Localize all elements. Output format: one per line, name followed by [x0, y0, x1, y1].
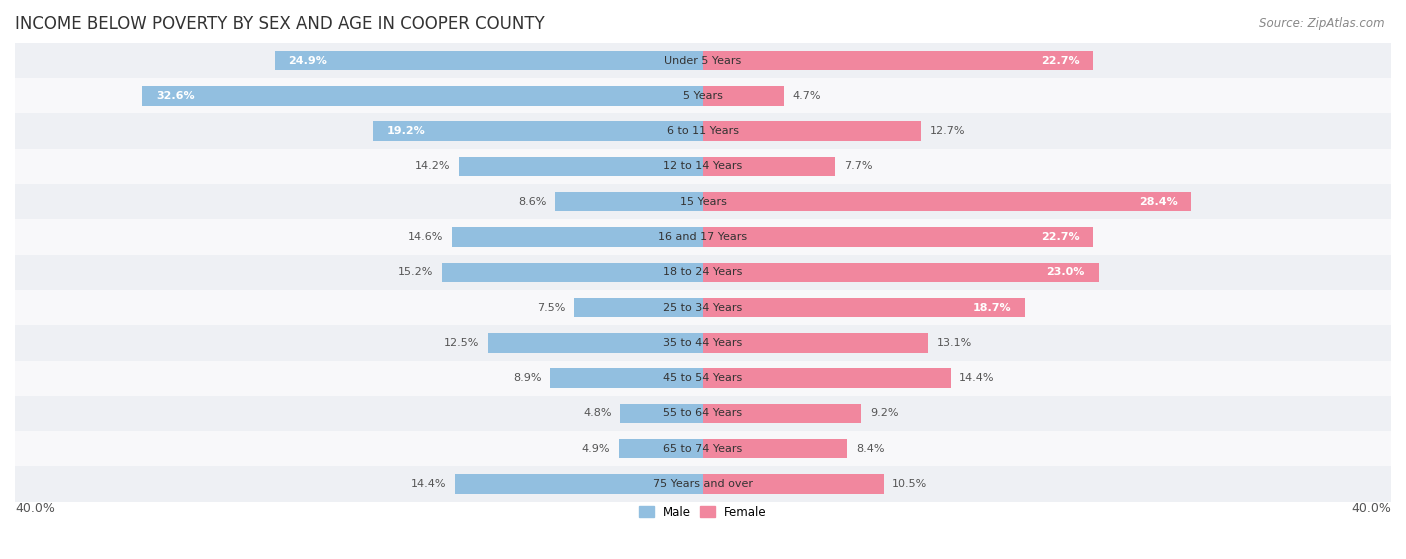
Bar: [703, 228, 1094, 247]
Bar: [703, 439, 848, 458]
Text: 35 to 44 Years: 35 to 44 Years: [664, 338, 742, 348]
Text: 6 to 11 Years: 6 to 11 Years: [666, 126, 740, 136]
Text: 14.4%: 14.4%: [411, 479, 447, 489]
Text: 75 Years and over: 75 Years and over: [652, 479, 754, 489]
Bar: [15, 466, 1391, 502]
Text: 4.8%: 4.8%: [583, 409, 612, 419]
Text: 32.6%: 32.6%: [156, 91, 194, 101]
Text: 7.7%: 7.7%: [844, 162, 873, 172]
Text: 23.0%: 23.0%: [1046, 267, 1085, 277]
Text: 12 to 14 Years: 12 to 14 Years: [664, 162, 742, 172]
Bar: [703, 404, 862, 423]
Text: 4.7%: 4.7%: [793, 91, 821, 101]
Bar: [142, 86, 703, 106]
Bar: [703, 51, 1094, 70]
Text: 8.6%: 8.6%: [517, 197, 547, 207]
Bar: [620, 404, 703, 423]
Text: 22.7%: 22.7%: [1040, 55, 1080, 65]
Bar: [15, 396, 1391, 431]
Bar: [703, 298, 1025, 318]
Text: 8.9%: 8.9%: [513, 373, 541, 383]
Text: 14.6%: 14.6%: [408, 232, 443, 242]
Text: 4.9%: 4.9%: [582, 444, 610, 454]
Bar: [15, 219, 1391, 255]
Text: 18 to 24 Years: 18 to 24 Years: [664, 267, 742, 277]
Bar: [373, 121, 703, 141]
Bar: [15, 325, 1391, 361]
Bar: [15, 78, 1391, 113]
Text: 5 Years: 5 Years: [683, 91, 723, 101]
Bar: [451, 228, 703, 247]
Bar: [703, 121, 921, 141]
Bar: [619, 439, 703, 458]
Text: 25 to 34 Years: 25 to 34 Years: [664, 302, 742, 312]
Text: 19.2%: 19.2%: [387, 126, 425, 136]
Bar: [274, 51, 703, 70]
Text: 65 to 74 Years: 65 to 74 Years: [664, 444, 742, 454]
Bar: [15, 113, 1391, 149]
Text: 40.0%: 40.0%: [1351, 502, 1391, 515]
Bar: [574, 298, 703, 318]
Bar: [703, 333, 928, 353]
Text: 14.2%: 14.2%: [415, 162, 450, 172]
Text: 18.7%: 18.7%: [973, 302, 1011, 312]
Text: 12.7%: 12.7%: [929, 126, 966, 136]
Text: 45 to 54 Years: 45 to 54 Years: [664, 373, 742, 383]
Text: 22.7%: 22.7%: [1040, 232, 1080, 242]
Text: 40.0%: 40.0%: [15, 502, 55, 515]
Text: 16 and 17 Years: 16 and 17 Years: [658, 232, 748, 242]
Bar: [15, 431, 1391, 466]
Text: 28.4%: 28.4%: [1139, 197, 1178, 207]
Bar: [15, 290, 1391, 325]
Bar: [441, 263, 703, 282]
Text: 24.9%: 24.9%: [288, 55, 328, 65]
Bar: [15, 149, 1391, 184]
Legend: Male, Female: Male, Female: [634, 501, 772, 523]
Text: Under 5 Years: Under 5 Years: [665, 55, 741, 65]
Bar: [550, 368, 703, 388]
Bar: [488, 333, 703, 353]
Bar: [703, 192, 1191, 211]
Text: Source: ZipAtlas.com: Source: ZipAtlas.com: [1260, 17, 1385, 30]
Bar: [15, 43, 1391, 78]
Bar: [15, 255, 1391, 290]
Text: 7.5%: 7.5%: [537, 302, 565, 312]
Text: 9.2%: 9.2%: [870, 409, 898, 419]
Bar: [703, 86, 783, 106]
Bar: [555, 192, 703, 211]
Bar: [703, 475, 883, 494]
Bar: [15, 361, 1391, 396]
Text: 14.4%: 14.4%: [959, 373, 995, 383]
Text: 55 to 64 Years: 55 to 64 Years: [664, 409, 742, 419]
Text: 15.2%: 15.2%: [398, 267, 433, 277]
Text: 10.5%: 10.5%: [893, 479, 928, 489]
Bar: [456, 475, 703, 494]
Bar: [703, 368, 950, 388]
Text: INCOME BELOW POVERTY BY SEX AND AGE IN COOPER COUNTY: INCOME BELOW POVERTY BY SEX AND AGE IN C…: [15, 15, 544, 33]
Bar: [458, 157, 703, 176]
Text: 15 Years: 15 Years: [679, 197, 727, 207]
Text: 13.1%: 13.1%: [936, 338, 972, 348]
Text: 12.5%: 12.5%: [444, 338, 479, 348]
Bar: [15, 184, 1391, 219]
Bar: [703, 157, 835, 176]
Text: 8.4%: 8.4%: [856, 444, 884, 454]
Bar: [703, 263, 1098, 282]
